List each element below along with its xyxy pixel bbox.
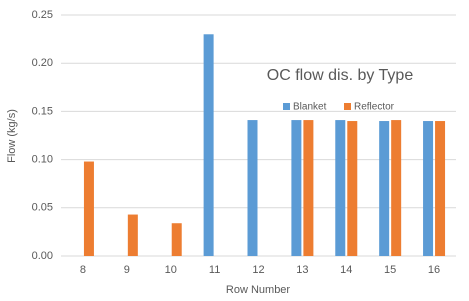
bar [435, 121, 446, 256]
x-tick-label: 16 [428, 264, 440, 276]
bar [83, 161, 94, 256]
x-tick-label: 14 [340, 264, 352, 276]
x-tick-label: 13 [296, 264, 308, 276]
x-tick-label: 11 [209, 264, 220, 276]
x-tick-label: 15 [384, 264, 396, 276]
legend-swatch [283, 103, 290, 110]
y-tick-label: 0.05 [32, 202, 53, 214]
y-tick-label: 0.10 [32, 154, 53, 166]
bar [391, 120, 402, 257]
x-tick-label: 9 [124, 264, 130, 276]
x-tick-label: 10 [165, 264, 177, 276]
legend-label: Blanket [293, 102, 327, 113]
bar [347, 121, 358, 256]
x-axis-label: Row Number [226, 284, 291, 296]
bar [203, 34, 214, 256]
bar [127, 214, 138, 256]
y-tick-label: 0.00 [32, 250, 53, 262]
x-tick-label: 12 [252, 264, 264, 276]
legend-swatch [344, 103, 351, 110]
bar [291, 120, 302, 257]
y-tick-label: 0.15 [32, 105, 53, 117]
bar [423, 121, 434, 256]
y-tick-label: 0.20 [32, 57, 53, 69]
x-tick-label: 8 [80, 264, 86, 276]
chart-title: OC flow dis. by Type [267, 67, 414, 84]
bar [303, 120, 314, 257]
legend-label: Reflector [354, 102, 395, 113]
bar [247, 120, 258, 257]
bar [335, 120, 346, 257]
y-tick-label: 0.25 [32, 9, 53, 21]
bar [171, 223, 182, 256]
bar [379, 121, 390, 256]
y-axis-label: Flow (kg/s) [6, 109, 18, 163]
